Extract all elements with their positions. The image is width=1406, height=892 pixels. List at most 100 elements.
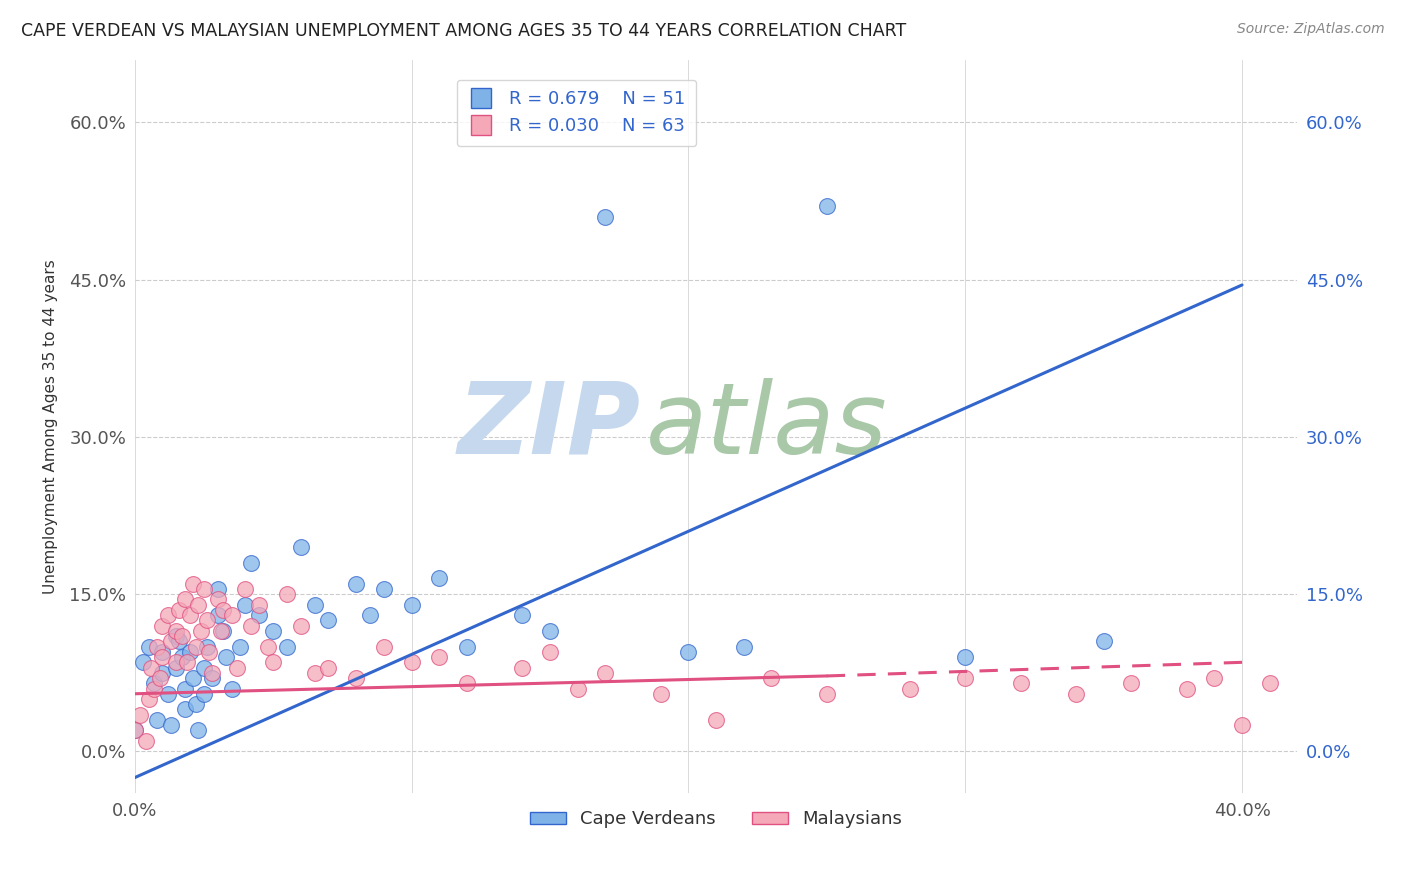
- Text: atlas: atlas: [647, 378, 889, 475]
- Point: [221, 608, 243, 623]
- Point: [184, 698, 207, 712]
- Point: [212, 624, 235, 638]
- Point: [953, 650, 976, 665]
- Point: [427, 572, 450, 586]
- Point: [318, 614, 340, 628]
- Point: [159, 634, 181, 648]
- Point: [1258, 676, 1281, 690]
- Point: [165, 624, 187, 638]
- Point: [1121, 676, 1143, 690]
- Point: [184, 640, 207, 654]
- Point: [247, 608, 270, 623]
- Point: [195, 614, 218, 628]
- Point: [193, 687, 215, 701]
- Point: [1204, 671, 1226, 685]
- Point: [167, 603, 190, 617]
- Point: [207, 582, 229, 596]
- Point: [401, 598, 423, 612]
- Point: [150, 650, 173, 665]
- Point: [456, 640, 478, 654]
- Point: [256, 640, 278, 654]
- Point: [209, 624, 232, 638]
- Point: [510, 608, 533, 623]
- Point: [239, 618, 262, 632]
- Point: [201, 665, 224, 680]
- Point: [181, 576, 204, 591]
- Point: [229, 640, 252, 654]
- Point: [1010, 676, 1032, 690]
- Point: [262, 656, 284, 670]
- Point: [156, 687, 179, 701]
- Point: [567, 681, 589, 696]
- Point: [146, 640, 169, 654]
- Point: [262, 624, 284, 638]
- Point: [678, 645, 700, 659]
- Point: [304, 598, 326, 612]
- Point: [359, 608, 381, 623]
- Point: [235, 598, 257, 612]
- Point: [815, 687, 838, 701]
- Point: [190, 624, 212, 638]
- Point: [373, 640, 395, 654]
- Point: [401, 656, 423, 670]
- Point: [146, 713, 169, 727]
- Point: [132, 656, 155, 670]
- Point: [344, 671, 367, 685]
- Point: [124, 723, 146, 738]
- Y-axis label: Unemployment Among Ages 35 to 44 years: Unemployment Among Ages 35 to 44 years: [44, 259, 58, 594]
- Point: [173, 592, 195, 607]
- Point: [456, 676, 478, 690]
- Point: [187, 598, 209, 612]
- Legend: Cape Verdeans, Malaysians: Cape Verdeans, Malaysians: [523, 803, 910, 836]
- Point: [170, 650, 193, 665]
- Point: [761, 671, 783, 685]
- Point: [276, 587, 298, 601]
- Point: [138, 692, 160, 706]
- Point: [135, 734, 157, 748]
- Point: [235, 582, 257, 596]
- Point: [733, 640, 755, 654]
- Point: [304, 665, 326, 680]
- Point: [173, 681, 195, 696]
- Point: [201, 671, 224, 685]
- Point: [276, 640, 298, 654]
- Text: Source: ZipAtlas.com: Source: ZipAtlas.com: [1237, 22, 1385, 37]
- Point: [150, 618, 173, 632]
- Point: [1230, 718, 1253, 732]
- Point: [167, 634, 190, 648]
- Point: [170, 629, 193, 643]
- Point: [344, 576, 367, 591]
- Point: [247, 598, 270, 612]
- Point: [538, 645, 561, 659]
- Point: [226, 660, 249, 674]
- Point: [181, 671, 204, 685]
- Point: [179, 645, 201, 659]
- Point: [159, 718, 181, 732]
- Point: [198, 645, 221, 659]
- Point: [156, 608, 179, 623]
- Point: [149, 671, 172, 685]
- Point: [176, 656, 198, 670]
- Point: [193, 582, 215, 596]
- Point: [1175, 681, 1198, 696]
- Text: ZIP: ZIP: [457, 378, 641, 475]
- Point: [138, 640, 160, 654]
- Point: [187, 723, 209, 738]
- Point: [239, 556, 262, 570]
- Point: [704, 713, 727, 727]
- Point: [143, 681, 166, 696]
- Point: [165, 656, 187, 670]
- Point: [195, 640, 218, 654]
- Text: CAPE VERDEAN VS MALAYSIAN UNEMPLOYMENT AMONG AGES 35 TO 44 YEARS CORRELATION CHA: CAPE VERDEAN VS MALAYSIAN UNEMPLOYMENT A…: [21, 22, 907, 40]
- Point: [290, 540, 312, 554]
- Point: [212, 603, 235, 617]
- Point: [193, 660, 215, 674]
- Point: [221, 681, 243, 696]
- Point: [173, 702, 195, 716]
- Point: [150, 665, 173, 680]
- Point: [124, 723, 146, 738]
- Point: [953, 671, 976, 685]
- Point: [815, 199, 838, 213]
- Point: [207, 592, 229, 607]
- Point: [179, 608, 201, 623]
